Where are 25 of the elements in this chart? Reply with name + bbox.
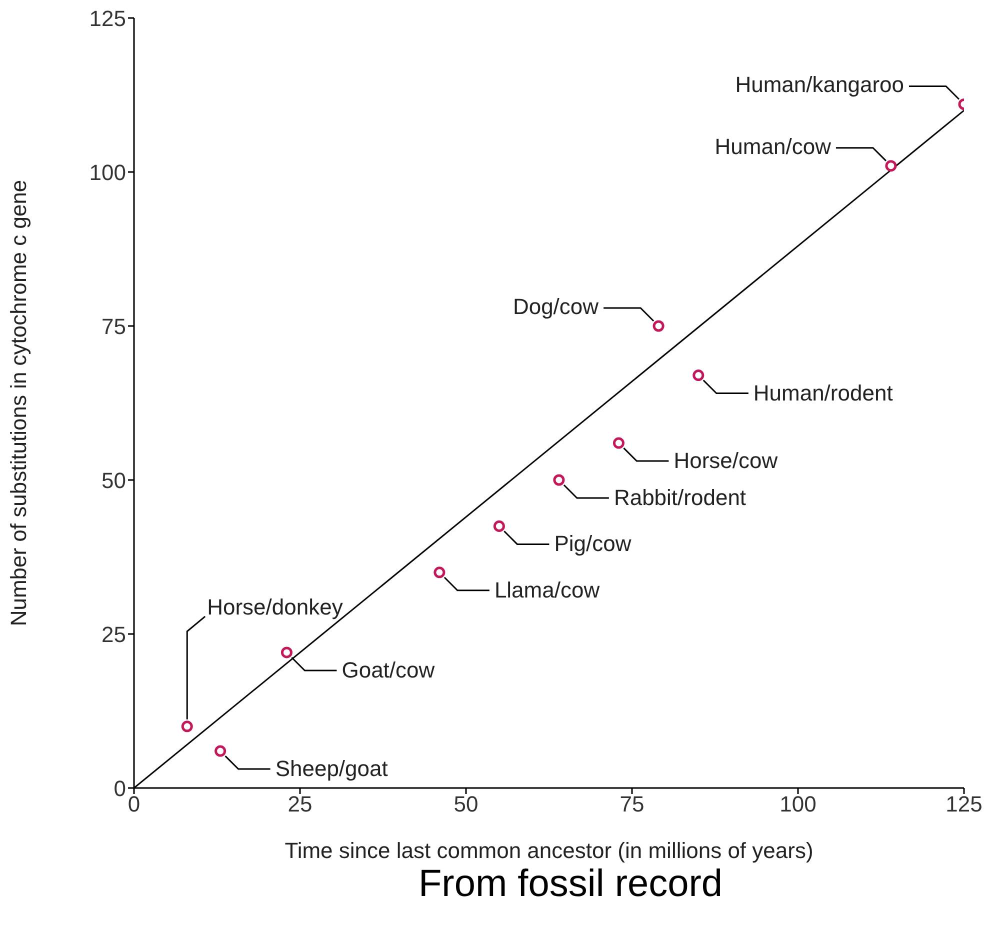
annotation: Human/rodent xyxy=(753,380,893,406)
annotation: Llama/cow xyxy=(494,577,600,602)
annotation: Goat/cow xyxy=(342,657,435,682)
text: From fossil record xyxy=(417,863,724,906)
annotation: Horse/cow xyxy=(674,448,778,474)
y-tick-label: 100 xyxy=(89,160,126,185)
y-tick-label: 125 xyxy=(89,6,126,31)
y-axis-title: Number of substitutions in cytochrome c gene xyxy=(6,180,31,626)
y-tick-label: 50 xyxy=(102,468,126,493)
annotation: Human/cow xyxy=(714,134,832,159)
annotation: Rabbit/rodent xyxy=(614,485,746,510)
x-tick-label: 25 xyxy=(288,792,312,817)
annotation: Sheep/goat xyxy=(275,756,388,782)
y-tick-label: 25 xyxy=(102,622,126,647)
x-tick-label: 100 xyxy=(780,792,816,817)
annotation: Dog/cow xyxy=(512,294,599,319)
y-tick-label: 75 xyxy=(102,314,126,339)
x-tick-label: 125 xyxy=(946,792,982,817)
y-tick-label: 0 xyxy=(114,776,126,801)
annotation: Pig/cow xyxy=(554,531,632,556)
x-tick-label: 50 xyxy=(454,792,478,817)
annotation: Human/kangaroo xyxy=(735,72,904,98)
annotation: Horse/donkey xyxy=(207,594,343,620)
x-tick-label: 75 xyxy=(620,792,644,817)
x-axis-title: Time since last common ancestor (in millions of years) xyxy=(284,838,814,863)
